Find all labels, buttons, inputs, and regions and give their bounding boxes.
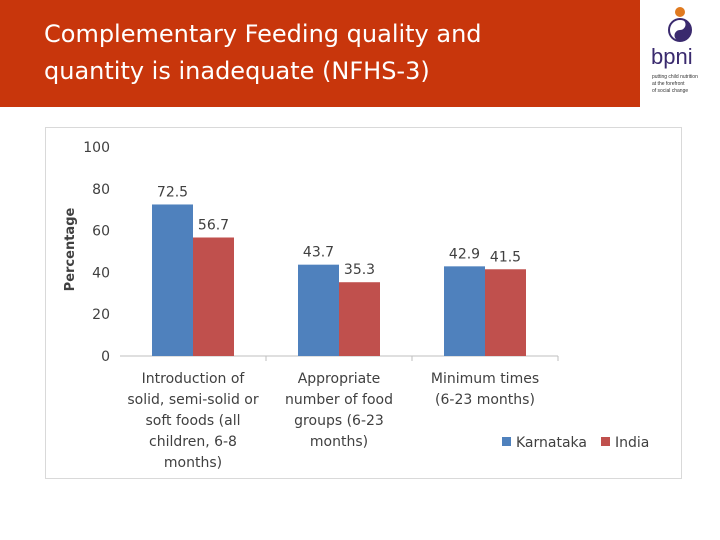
data-label-india-2: 35.3	[344, 262, 375, 278]
bpni-logo: bpni putting child nutrition at the fore…	[640, 0, 720, 107]
legend-swatch-india	[601, 437, 610, 446]
y-axis-title: Percentage	[63, 208, 78, 292]
bar-india-3	[485, 269, 526, 356]
slide-title-line-2: quantity is inadequate (NFHS-3)	[44, 57, 430, 85]
y-tick-label: 20	[92, 307, 110, 323]
legend-label-india: India	[615, 435, 649, 451]
y-tick-label: 80	[92, 182, 110, 198]
y-tick-label: 100	[83, 140, 110, 156]
bar-india-1	[193, 237, 234, 356]
x-category-label: Appropriate	[298, 371, 381, 387]
x-category-label: number of food	[285, 392, 393, 408]
logo-tagline-line-1: putting child nutrition	[652, 74, 698, 80]
x-category-label: groups (6-23	[294, 413, 384, 429]
data-label-india-3: 41.5	[490, 249, 521, 265]
bpni-logo-emblem	[668, 7, 692, 42]
logo-wordmark: bpni	[651, 44, 693, 69]
x-category-label: (6-23 months)	[435, 392, 535, 408]
data-label-karnataka-3: 42.9	[449, 246, 480, 262]
slide-title-line-1: Complementary Feeding quality and	[44, 20, 482, 48]
bar-karnataka-2	[298, 264, 339, 356]
logo-tagline-line-3: of social change	[652, 88, 689, 94]
logo-tagline-line-2: at the forefront	[652, 81, 685, 87]
bar-karnataka-3	[444, 266, 485, 356]
x-category-label: children, 6-8	[149, 434, 237, 450]
x-category-label: Minimum times	[431, 371, 539, 387]
slide-title: Complementary Feeding quality and quanti…	[44, 16, 624, 90]
x-category-label: soft foods (all	[146, 413, 241, 429]
x-category-label: months)	[164, 455, 222, 471]
bar-india-2	[339, 282, 380, 356]
x-category-label: solid, semi-solid or	[127, 392, 258, 408]
y-tick-label: 40	[92, 265, 110, 281]
title-banner: Complementary Feeding quality and quanti…	[0, 0, 640, 107]
data-label-india-1: 56.7	[198, 217, 229, 233]
legend-swatch-karnataka	[502, 437, 511, 446]
data-label-karnataka-2: 43.7	[303, 245, 334, 261]
y-tick-label: 60	[92, 224, 110, 240]
legend-label-karnataka: Karnataka	[516, 435, 587, 451]
x-category-label: months)	[310, 434, 368, 450]
chart-frame	[45, 127, 682, 479]
data-label-karnataka-1: 72.5	[157, 184, 188, 200]
y-tick-label: 0	[101, 349, 110, 365]
bar-karnataka-1	[152, 204, 193, 356]
logo-tagline: putting child nutrition at the forefront…	[652, 74, 712, 95]
x-category-label: Introduction of	[142, 371, 246, 387]
